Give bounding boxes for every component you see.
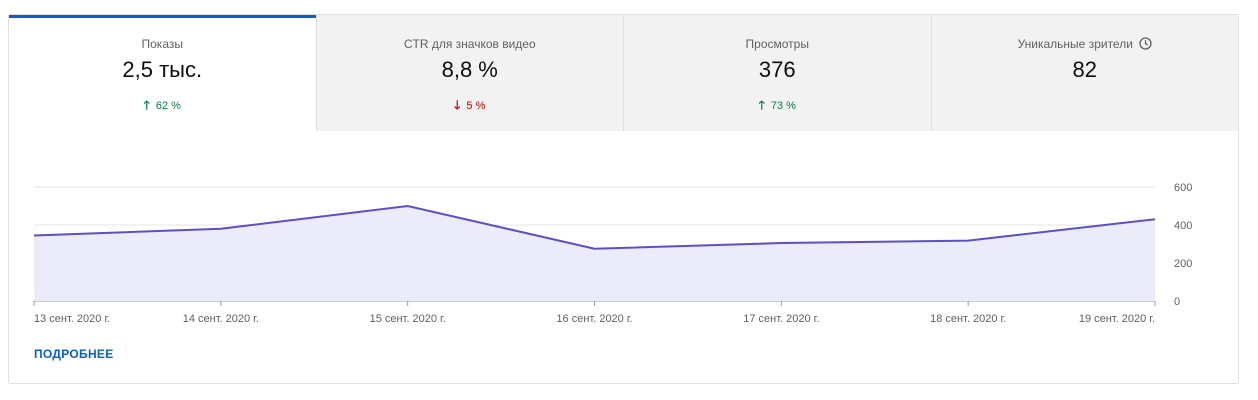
delta-value: 73 %: [770, 100, 796, 112]
arrow-up-icon: 🡑: [143, 98, 150, 112]
x-tick-label: 19 сент. 2020 г.: [1079, 313, 1155, 325]
tab-value: 82: [1072, 57, 1097, 82]
delta-value: 5 %: [466, 100, 486, 112]
data-point: [966, 239, 970, 243]
clock-icon[interactable]: [1139, 37, 1152, 53]
data-point: [406, 204, 410, 208]
tab-label: Уникальные зрители: [932, 37, 1239, 53]
y-tick-label: 400: [1174, 220, 1192, 232]
y-tick-label: 600: [1174, 182, 1192, 194]
x-tick-label: 13 сент. 2020 г.: [34, 313, 110, 325]
tab-impressions[interactable]: Показы 2,5 тыс. 🡑 62 %: [9, 15, 316, 131]
tab-ctr[interactable]: CTR для значков видео 8,8 % 🡓 5 %: [315, 15, 624, 131]
data-point: [779, 241, 783, 245]
series-area: [34, 206, 1155, 301]
tab-value: 8,8 %: [441, 57, 498, 82]
impressions-chart: 0 200 400 600 13 сент. 2020 г. 14 сент. 2020 …: [32, 182, 1192, 325]
tab-delta: 🡑 62 %: [9, 96, 316, 117]
tab-unique-viewers[interactable]: Уникальные зрители 82: [930, 15, 1239, 131]
tab-value: 376: [758, 57, 796, 82]
tab-label: Показы: [141, 37, 183, 51]
y-tick-label: 200: [1174, 258, 1192, 270]
arrow-down-icon: 🡓: [454, 98, 461, 112]
data-point: [1153, 217, 1157, 221]
x-tick-label: 16 сент. 2020 г.: [556, 313, 632, 325]
x-tick-label: 14 сент. 2020 г.: [183, 313, 259, 325]
more-details-link[interactable]: ПОДРОБНЕЕ: [34, 347, 114, 361]
data-point: [32, 233, 36, 237]
data-point: [219, 227, 223, 231]
tab-delta: 🡑 73 %: [624, 96, 931, 117]
analytics-card: Показы 2,5 тыс. 🡑 62 % CTR для значков ви…: [8, 14, 1239, 384]
x-tick-label: 18 сент. 2020 г.: [930, 313, 1006, 325]
tab-views[interactable]: Просмотры 376 🡑 73 %: [623, 15, 931, 131]
series-line: [33, 204, 1156, 250]
tab-label: CTR для значков видео: [403, 37, 536, 51]
tab-label-text: Уникальные зрители: [1017, 37, 1133, 52]
tab-delta: 🡓 5 %: [317, 96, 624, 117]
x-tick-label: 15 сент. 2020 г.: [370, 313, 446, 325]
data-point: [593, 247, 597, 251]
tab-label: Просмотры: [745, 37, 809, 51]
metric-tabs: Показы 2,5 тыс. 🡑 62 % CTR для значков ви…: [9, 15, 1238, 131]
y-tick-label: 0: [1174, 296, 1180, 308]
x-tick-label: 17 сент. 2020 г.: [743, 313, 819, 325]
delta-value: 62 %: [155, 100, 181, 112]
arrow-up-icon: 🡑: [758, 98, 765, 112]
tab-value: 2,5 тыс.: [122, 57, 203, 82]
